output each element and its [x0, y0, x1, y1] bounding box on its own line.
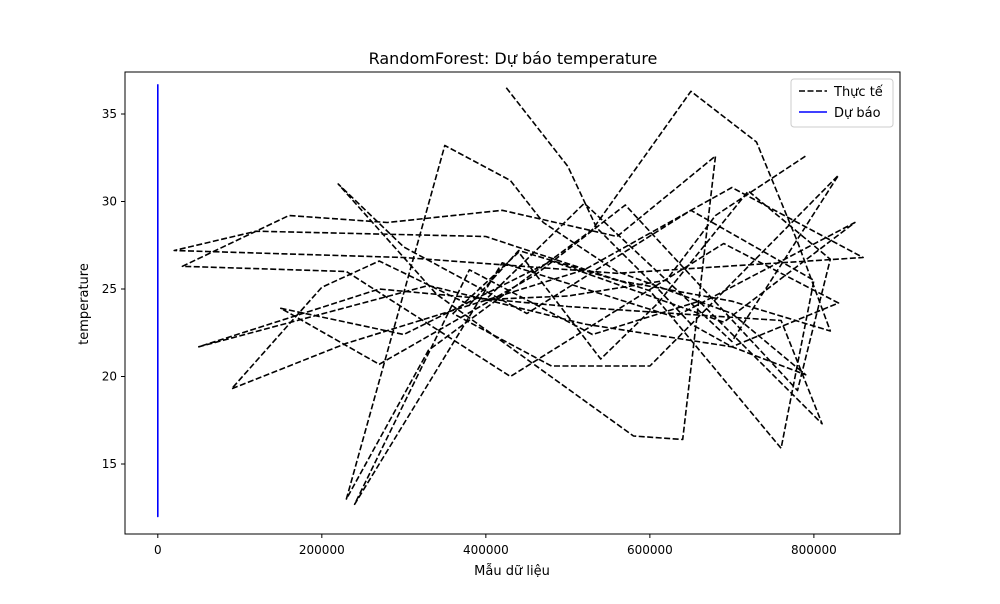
x-tick-label-2: 400000	[463, 543, 509, 557]
x-tick-label-3: 600000	[627, 543, 673, 557]
plot-frame	[124, 71, 901, 535]
y-tick-label-3: 30	[102, 195, 117, 209]
legend-label-forecast: Dự báo	[834, 106, 881, 121]
legend-label-actual: Thực tế	[833, 85, 883, 100]
y-tick-label-0: 15	[102, 457, 117, 471]
legend: Thực tế Dự báo	[790, 78, 894, 128]
y-axis-label: temperature	[77, 263, 92, 345]
series-line-0	[173, 87, 864, 506]
x-tick-label-1: 200000	[299, 543, 345, 557]
plot-area	[157, 84, 864, 518]
y-tick-label-4: 35	[102, 107, 117, 121]
x-tick-label-4: 800000	[791, 543, 837, 557]
y-tick-label-1: 20	[102, 370, 117, 384]
y-axis-ticks: 15 20 25 30 35	[102, 107, 125, 471]
x-axis-ticks: 0 200000 400000 600000 800000	[154, 534, 837, 557]
y-tick-label-2: 25	[102, 282, 117, 296]
x-tick-label-0: 0	[154, 543, 162, 557]
x-axis-label: Mẫu dữ liệu	[474, 564, 550, 579]
chart-title: RandomForest: Dự báo temperature	[369, 49, 658, 68]
